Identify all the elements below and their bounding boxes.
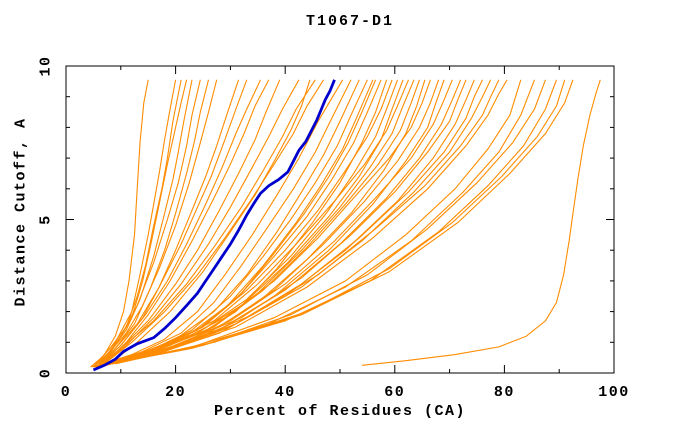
model-curve xyxy=(98,79,188,368)
model-curve xyxy=(93,79,344,368)
model-curve xyxy=(95,79,316,368)
x-tick-label: 0 xyxy=(61,384,72,401)
model-curve xyxy=(101,79,300,366)
model-curve xyxy=(112,79,500,365)
x-tick-label: 20 xyxy=(165,384,186,401)
x-tick-label: 60 xyxy=(384,384,405,401)
model-curve xyxy=(104,79,483,366)
x-tick-label: 40 xyxy=(275,384,296,401)
model-curve xyxy=(109,79,547,365)
model-curve xyxy=(106,79,393,365)
model-curve xyxy=(92,79,182,368)
model-curve xyxy=(98,79,508,368)
chart-title: T1067-D1 xyxy=(305,13,395,30)
x-axis-label: Percent of Residues (CA) xyxy=(213,403,467,420)
model-curve xyxy=(117,79,566,363)
model-curve xyxy=(101,79,492,366)
model-curve xyxy=(90,79,177,368)
y-tick-label: 5 xyxy=(38,214,55,225)
model-curve xyxy=(98,79,415,368)
model-curve xyxy=(98,79,462,368)
x-tick-label: 100 xyxy=(598,384,630,401)
model-curve xyxy=(361,79,601,366)
model-curve xyxy=(98,79,261,366)
y-axis-label: Distance Cutoff, A xyxy=(12,117,30,307)
model-curve xyxy=(109,79,467,365)
model-curve xyxy=(104,79,270,365)
highlighted-model-curve xyxy=(92,79,336,372)
model-curve xyxy=(93,79,201,368)
model-curve xyxy=(98,79,352,368)
model-curve xyxy=(109,79,410,365)
model-curve xyxy=(112,79,431,365)
x-tick-label: 80 xyxy=(494,384,515,401)
model-curve xyxy=(93,79,218,368)
model-curve xyxy=(95,79,193,368)
model-curve xyxy=(106,79,574,365)
y-tick-label: 0 xyxy=(38,368,55,379)
model-curve xyxy=(104,79,325,365)
model-curve xyxy=(115,79,522,365)
model-curve xyxy=(98,79,281,368)
y-tick-label: 10 xyxy=(38,55,55,76)
model-curve xyxy=(109,79,311,365)
model-curve xyxy=(92,79,149,368)
model-curve xyxy=(101,79,399,366)
model-curve xyxy=(95,79,248,368)
model-curve xyxy=(98,79,210,366)
